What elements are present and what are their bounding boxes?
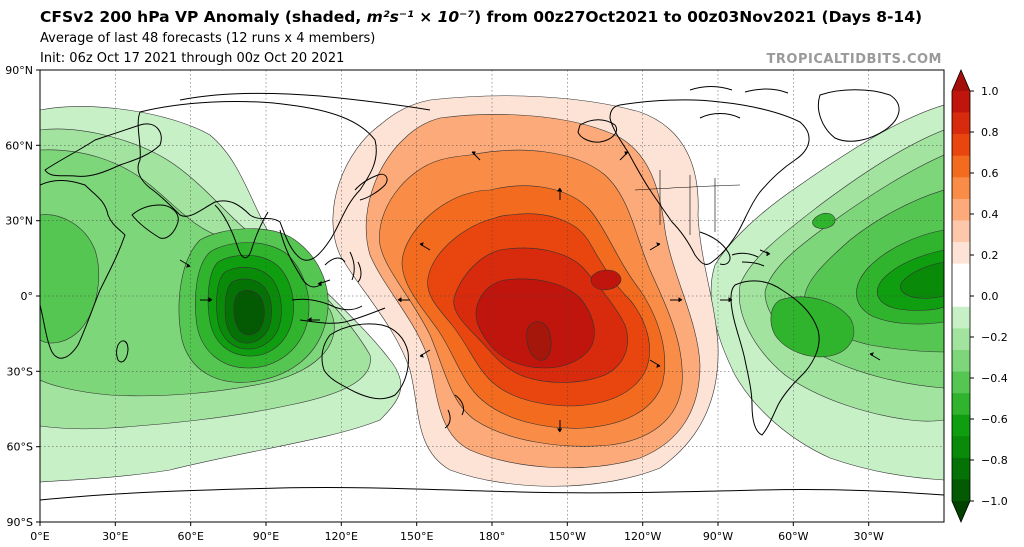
colorbar-tick-label: −0.2 [981,331,1008,344]
colorbar-ticks [970,90,974,502]
colorbar-tick-label: 0.2 [981,249,999,262]
alaska-coast [577,119,617,143]
colorbar-cells [952,70,970,522]
colorbar-cell [952,155,970,178]
vp-negative-indian-6 [233,289,265,336]
lat-tick-label: 0° [21,290,34,303]
graticule [40,70,944,522]
caribbean-coast [731,252,765,267]
colorbar-tick-label: 0.6 [981,167,999,180]
divergent-wind-vectors [179,151,881,433]
anomaly-field [40,70,944,522]
colorbar-tick-label: 0.8 [981,126,999,139]
vp-negative-africa [40,214,99,344]
colorbar-tick-label: −1.0 [981,495,1008,508]
lon-tick-label: 60°E [177,530,203,543]
asia-coast [137,101,377,261]
antarctica-coast [40,486,944,501]
colorbar-cell [952,263,970,286]
philippines-coast [349,251,362,283]
chart-title: CFSv2 200 hPa VP Anomaly (shaded, m²s⁻¹ … [40,8,922,26]
colorbar-cell [952,328,970,351]
gulf-coast [699,231,731,265]
lon-tick-label: 150°E [400,530,433,543]
title-units: m²s⁻¹ × 10⁻⁷ [366,8,475,26]
lon-tick-label: 90°W [703,530,733,543]
colorbar-cell [952,371,970,394]
lat-tick-label: 60°S [7,441,33,454]
title-suffix: ) from 00z27Oct2021 to 00z03Nov2021 (Day… [474,8,923,26]
japan-coast [354,173,388,201]
vp-negative-atlantic-small [812,212,836,229]
lat-tick-label: 90°N [5,64,33,77]
lon-axis: 0°E 30°E 60°E 90°E 120°E 150°E 180° 150°… [30,522,884,543]
colorbar-cell [952,242,970,264]
vp-positive-north-lobe [590,269,622,291]
watermark: TROPICALTIDBITS.COM [766,52,942,67]
colorbar-cell [952,479,970,502]
lat-tick-label: 30°S [7,365,33,378]
colorbar-tick-label: 0.0 [981,290,999,303]
colorbar-cell [952,220,970,243]
vp-positive-core [526,321,552,361]
colorbar-tick-label: −0.8 [981,454,1008,467]
indonesia-coast [291,298,386,324]
lon-tick-label: 60°W [778,530,808,543]
colorbar-cell [952,501,970,522]
colorbar-cell [952,134,970,157]
vp-negative-east-6 [900,261,944,299]
lon-tick-label: 0°E [30,530,49,543]
southamerica-coast [730,280,820,436]
colorbar-cell [952,112,970,135]
vp-negative-southamerica [770,296,855,358]
colorbar-tick-label: −0.6 [981,413,1008,426]
lon-tick-label: 30°E [102,530,128,543]
lon-tick-label: 120°W [624,530,661,543]
lon-tick-label: 90°E [253,530,279,543]
colorbar-cell [952,177,970,200]
colorbar-cell [952,414,970,437]
lat-tick-label: 60°N [5,139,33,152]
greenland-coast [817,89,900,142]
seasia-coast [279,229,346,288]
colorbar-cell [952,285,970,308]
madagascar-coast [116,340,129,363]
colorbar-cell [952,349,970,372]
colorbar-cell [952,70,970,91]
india-coast [214,204,269,259]
europe-coast [44,123,162,177]
colorbar-tick-label: 1.0 [981,85,999,98]
lat-axis: 90°N 60°N 30°N 0° 30°S 60°S 90°S [5,64,40,529]
colorbar: 1.0 0.8 0.6 0.4 0.2 0.0 −0.2 −0.4 −0.6 −… [951,68,1008,524]
colorbar-cell [952,457,970,480]
title-prefix: CFSv2 200 hPa VP Anomaly (shaded, [40,8,367,26]
canada-arctic-islands [689,86,789,119]
init-time: Init: 06z Oct 17 2021 through 00z Oct 20… [40,51,345,66]
lon-tick-label: 150°W [549,530,586,543]
map-panel [39,69,945,523]
africa-coast [40,180,126,359]
lon-tick-label: 30°W [854,530,884,543]
borders-us [634,170,741,235]
lat-tick-label: 90°S [7,516,33,529]
colorbar-cell [952,393,970,415]
colorbar-cell [952,198,970,221]
colorbar-cell [952,91,970,113]
arabia-coast [131,204,179,239]
lon-tick-label: 120°E [325,530,358,543]
russia-arctic-coast [179,92,431,111]
colorbar-cell [952,306,970,329]
colorbar-tick-label: 0.4 [981,208,999,221]
chart-subtitle: Average of last 48 forecasts (12 runs x … [40,31,376,46]
lon-tick-label: 180° [479,530,506,543]
colorbar-cell [952,436,970,459]
newzealand-coast [444,394,465,429]
colorbar-tick-label: −0.4 [981,372,1008,385]
lat-tick-label: 30°N [5,215,33,228]
australia-coast [321,323,409,400]
